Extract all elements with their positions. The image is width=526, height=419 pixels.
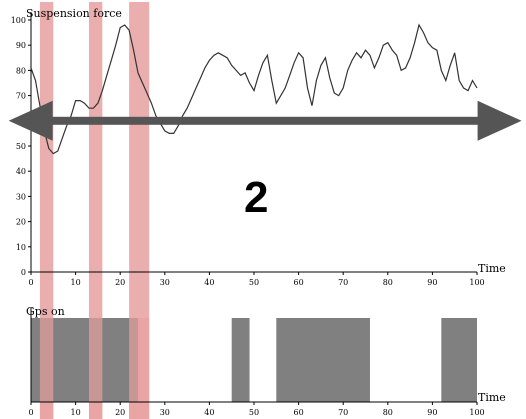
top-x-tick-labels: 0 10 20 30 40 50 60 70 80 90 100 [28, 278, 484, 287]
bottom-y-axis-title: Gps on [26, 305, 65, 318]
bottom-highlight-bands [39, 318, 150, 419]
top-axes [28, 12, 478, 275]
bottom-x-tick-label: 100 [469, 408, 484, 417]
top-x-tick-label: 90 [427, 278, 437, 287]
top-x-tick-label: 70 [338, 278, 348, 287]
annotation-number: 2 [244, 173, 268, 222]
arrow-shaft [50, 116, 480, 125]
top-y-tick-label: 50 [16, 142, 26, 151]
bottom-highlight-band-2 [88, 318, 103, 419]
series-line-1 [30, 23, 478, 155]
bottom-x-tick-label: 70 [338, 408, 348, 417]
bottom-x-tick-label: 40 [204, 408, 214, 417]
bottom-x-tick-label: 50 [249, 408, 259, 417]
arrow-head-right [477, 100, 522, 141]
bottom-x-tick-labels: 0 10 20 30 40 50 60 70 80 90 100 [28, 408, 484, 417]
bottom-x-tick-label: 20 [115, 408, 125, 417]
bottom-axes [30, 308, 478, 405]
top-y-tick-label: 20 [16, 218, 26, 227]
top-x-tick-label: 20 [115, 278, 125, 287]
bottom-x-tick-label: 30 [160, 408, 170, 417]
top-x-axis-title: Time [478, 262, 506, 275]
top-x-tick-label: 40 [204, 278, 214, 287]
top-x-tick-label: 60 [294, 278, 304, 287]
top-x-tick-label: 10 [71, 278, 81, 287]
bottom-x-tick-label: 90 [427, 408, 437, 417]
bottom-highlight-band-1 [39, 318, 54, 419]
top-y-tick-label: 30 [16, 192, 26, 201]
bottom-x-tick-label: 0 [28, 408, 33, 417]
top-x-tick-label: 0 [28, 278, 33, 287]
top-x-tick-label: 100 [469, 278, 484, 287]
top-y-tick-label: 90 [16, 41, 26, 50]
top-y-axis-title: Suspension force [26, 7, 122, 20]
top-y-tick-label: 80 [16, 66, 26, 75]
annotation-overlay [8, 100, 522, 141]
top-y-tick-label: 100 [11, 16, 26, 25]
highlight-band-3 [129, 2, 150, 419]
gps-chart: 0 10 20 30 40 50 60 70 80 90 100 Gps on Time [26, 305, 506, 419]
gps-on-bar-2 [231, 318, 250, 402]
suspension-series [30, 23, 478, 155]
bottom-x-axis-title: Time [478, 391, 506, 404]
top-y-tick-label: 10 [16, 243, 26, 252]
top-x-tick-label: 80 [383, 278, 393, 287]
highlight-band-2 [88, 2, 103, 419]
bottom-x-tick-label: 10 [71, 408, 81, 417]
top-x-tick-label: 30 [160, 278, 170, 287]
bottom-x-tick-label: 80 [383, 408, 393, 417]
gps-on-bar-3 [276, 318, 370, 402]
gps-on-bar-4 [441, 318, 477, 402]
top-y-tick-label: 70 [16, 92, 26, 101]
bottom-highlight-band-3 [129, 318, 150, 419]
top-x-tick-label: 50 [249, 278, 259, 287]
top-y-tick-label: 40 [16, 167, 26, 176]
bottom-x-tick-label: 60 [294, 408, 304, 417]
top-y-tick-label: 0 [21, 268, 26, 277]
arrow-head-left [8, 100, 53, 141]
